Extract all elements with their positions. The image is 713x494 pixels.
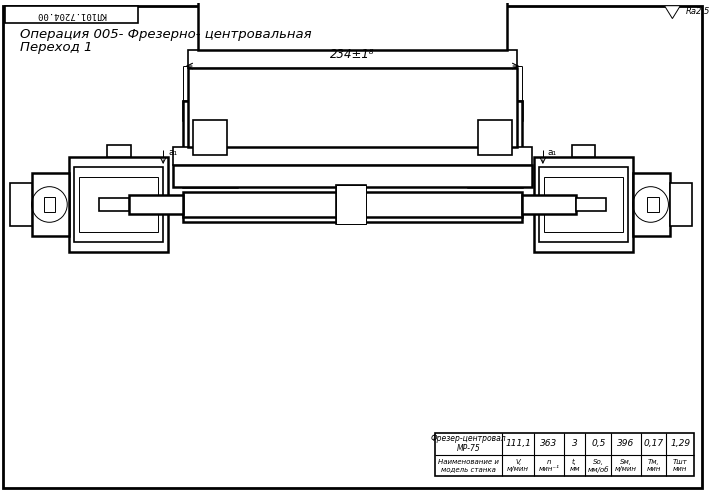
Text: 234±1⁸: 234±1⁸ [330, 48, 375, 61]
Bar [577, 198, 606, 211]
Bar [173, 165, 532, 187]
Bar [670, 183, 692, 226]
Text: V,
м/мин: V, м/мин [507, 459, 529, 472]
Bar [128, 195, 183, 214]
Text: Sм,
м/мин: Sм, м/мин [615, 459, 637, 472]
Text: Rа2,5: Rа2,5 [686, 7, 711, 16]
Bar [183, 101, 237, 187]
Bar [99, 198, 128, 211]
Text: t,
мм: t, мм [569, 459, 580, 472]
Bar [188, 50, 517, 68]
Bar [43, 197, 56, 212]
Text: а₁: а₁ [548, 148, 557, 157]
Bar [534, 157, 633, 252]
Text: Переход 1: Переход 1 [20, 41, 92, 54]
Bar [193, 121, 227, 155]
Bar [539, 167, 628, 242]
Bar [337, 185, 366, 224]
Text: 0,5: 0,5 [591, 439, 605, 448]
Bar [5, 6, 138, 23]
Bar [435, 433, 694, 476]
Text: 396: 396 [617, 439, 635, 448]
Bar [183, 192, 522, 217]
Bar [188, 68, 517, 147]
Bar [478, 121, 512, 155]
Text: а₁: а₁ [168, 148, 178, 157]
Bar [10, 183, 31, 226]
Text: n
мин⁻¹: n мин⁻¹ [538, 459, 559, 472]
Bar [183, 101, 522, 121]
Bar [31, 173, 69, 236]
Text: Фрезер-центровал
МР-75: Фрезер-центровал МР-75 [431, 434, 506, 453]
Bar [173, 147, 532, 165]
Text: КЛ101.7204.00: КЛ101.7204.00 [36, 10, 106, 19]
Bar [572, 145, 595, 157]
Text: 0,17: 0,17 [644, 439, 664, 448]
Bar [74, 167, 163, 242]
Bar [198, 0, 507, 50]
Text: 1,29: 1,29 [670, 439, 690, 448]
Bar [69, 157, 168, 252]
Bar [468, 101, 522, 187]
Bar [647, 197, 659, 212]
Bar [183, 203, 522, 222]
Text: Тм,
мин: Тм, мин [647, 459, 661, 472]
Text: 3: 3 [572, 439, 578, 448]
Bar [522, 195, 577, 214]
Text: Тшт
мин: Тшт мин [673, 459, 688, 472]
Bar [337, 185, 366, 224]
Text: Наименование и
модель станка: Наименование и модель станка [438, 459, 499, 472]
Text: 111,1: 111,1 [506, 439, 531, 448]
Bar [633, 173, 670, 236]
Text: So,
мм/об: So, мм/об [588, 458, 609, 473]
Bar [544, 177, 623, 232]
Polygon shape [665, 6, 680, 19]
Text: Операция 005- Фрезерно- центровальная: Операция 005- Фрезерно- центровальная [20, 28, 312, 41]
Bar [79, 177, 158, 232]
Bar [107, 145, 130, 157]
Text: 363: 363 [540, 439, 558, 448]
